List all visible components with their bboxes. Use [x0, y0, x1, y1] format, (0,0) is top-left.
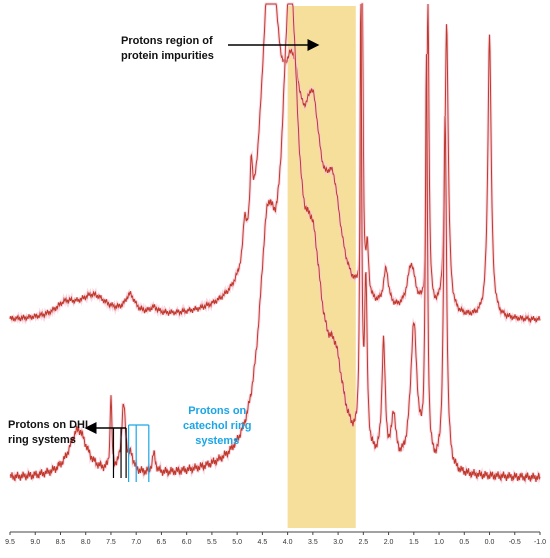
catechol-label: Protons on catechol ring systems — [183, 404, 251, 449]
x-tick-label-0: 9.5 — [5, 539, 15, 546]
spectrum-1-line — [9, 3, 541, 324]
x-tick-label-20: -0.5 — [509, 539, 521, 546]
dhi-label-line2: ring systems — [8, 434, 76, 446]
protein-impurities-label: Protons region of protein impurities — [121, 34, 214, 64]
x-tick-label-8: 5.5 — [207, 539, 217, 546]
protein-label-line2: protein impurities — [121, 50, 214, 62]
x-tick-label-1: 9.0 — [30, 539, 40, 546]
x-tick-label-9: 5.0 — [232, 539, 242, 546]
catechol-label-line2: catechol ring — [183, 420, 252, 432]
x-tick-label-7: 6.0 — [182, 539, 192, 546]
x-tick-label-15: 2.0 — [384, 539, 394, 546]
spectrum-1-halo — [8, 2, 542, 327]
x-tick-label-13: 3.0 — [333, 539, 343, 546]
x-tick-label-21: -1.0 — [534, 539, 546, 546]
x-tick-label-5: 7.0 — [131, 539, 141, 546]
x-tick-label-2: 8.5 — [56, 539, 66, 546]
x-tick-label-6: 6.5 — [157, 539, 167, 546]
x-tick-label-11: 4.0 — [283, 539, 293, 546]
catechol-label-line3: systems — [195, 435, 240, 447]
x-tick-label-12: 3.5 — [308, 539, 318, 546]
x-tick-label-19: 0.0 — [485, 539, 495, 546]
x-tick-label-18: 0.5 — [459, 539, 469, 546]
dhi-label: Protons on DHI ring systems — [8, 418, 88, 448]
x-tick-label-16: 1.5 — [409, 539, 419, 546]
spectrum-2-halo — [9, 2, 542, 485]
catechol-label-line1: Protons on — [188, 405, 247, 417]
x-tick-label-17: 1.0 — [434, 539, 444, 546]
x-tick-label-4: 7.5 — [106, 539, 116, 546]
protein-label-line1: Protons region of — [121, 35, 213, 47]
x-tick-label-3: 8.0 — [81, 539, 91, 546]
x-tick-label-10: 4.5 — [258, 539, 268, 546]
x-tick-label-14: 2.5 — [358, 539, 368, 546]
dhi-label-line1: Protons on DHI — [8, 419, 89, 431]
spectrum-2-line — [9, 3, 541, 483]
